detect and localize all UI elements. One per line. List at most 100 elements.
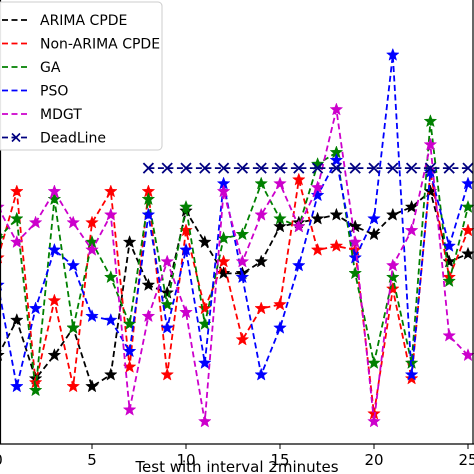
data-point-marker (66, 320, 81, 334)
data-point-marker (423, 164, 438, 178)
x-tick-label: 10 (176, 451, 195, 469)
data-point-marker (310, 188, 325, 202)
data-point-marker (329, 102, 344, 116)
data-point-marker (197, 414, 212, 428)
data-point-marker (273, 176, 287, 190)
data-point-marker (291, 219, 306, 233)
data-point-marker (348, 219, 363, 233)
data-point-marker (404, 367, 419, 381)
series-line (0, 171, 469, 414)
data-point-marker (103, 207, 118, 221)
data-point-marker (122, 234, 137, 249)
data-point-marker (273, 320, 287, 334)
data-point-marker (85, 309, 99, 323)
data-point-marker (216, 184, 231, 198)
data-point-marker (47, 293, 62, 307)
data-point-marker (141, 207, 156, 221)
data-point-marker (349, 162, 361, 174)
data-point-marker (387, 162, 399, 174)
data-point-marker (85, 379, 99, 393)
data-point-marker (9, 211, 24, 225)
data-point-marker (442, 273, 457, 288)
data-point-marker (217, 162, 230, 174)
series-line (0, 121, 469, 391)
data-point-marker (85, 215, 99, 229)
data-point-marker (310, 242, 325, 256)
data-point-marker (9, 379, 24, 393)
legend: ARIMA CPDE Non-ARIMA CPDE GA PSO MDGT DeadLin… (0, 1, 163, 151)
series-layer (0, 47, 474, 428)
data-point-marker (103, 312, 118, 327)
data-point-marker (273, 219, 287, 233)
data-point-marker (291, 258, 306, 272)
series-line (0, 54, 469, 387)
data-point-marker (141, 309, 156, 323)
data-point-marker (367, 414, 381, 428)
legend-item: ARIMA CPDE (2, 13, 127, 29)
data-point-marker (180, 162, 192, 174)
data-point-marker (9, 312, 24, 327)
data-point-marker (160, 297, 175, 311)
data-point-marker (274, 162, 286, 174)
data-point-marker (311, 162, 324, 174)
data-point-marker (348, 234, 363, 249)
data-point-marker (47, 348, 62, 362)
data-point-marker (47, 242, 62, 256)
data-point-marker (385, 281, 400, 295)
series-ga (0, 114, 474, 397)
data-point-marker (66, 379, 81, 393)
data-point-marker (423, 114, 438, 128)
data-point-marker (103, 270, 118, 284)
legend-label: ARIMA CPDE (40, 13, 127, 29)
x-axis-title: Test with interval 2minutes (134, 458, 338, 474)
data-point-marker (47, 192, 62, 206)
data-point-marker (122, 402, 137, 416)
data-point-marker (103, 184, 118, 198)
data-point-marker (367, 227, 381, 241)
legend-item: MDGT (2, 107, 82, 123)
data-point-marker (197, 355, 212, 369)
data-point-marker (160, 254, 175, 268)
series-mdgt (0, 102, 474, 428)
data-point-marker (385, 207, 400, 221)
series-deadline (142, 162, 474, 174)
x-tick-label: 15 (270, 451, 289, 469)
data-point-marker (367, 211, 381, 225)
data-point-marker (404, 199, 419, 213)
data-point-marker (9, 184, 24, 198)
x-tick-label: 5 (87, 451, 97, 469)
data-point-marker (273, 297, 287, 311)
data-point-marker (404, 223, 419, 237)
data-point-marker (310, 211, 325, 225)
legend-marker (11, 132, 21, 143)
x-tick-label: 0 (0, 451, 3, 469)
legend-label: MDGT (40, 107, 82, 123)
data-point-marker (423, 137, 438, 151)
data-point-marker (254, 207, 269, 221)
data-point-marker (385, 270, 400, 284)
data-point-marker (348, 266, 363, 280)
data-point-marker (179, 242, 193, 256)
legend-label: GA (40, 60, 61, 76)
data-point-marker (103, 367, 118, 381)
data-point-marker (28, 215, 43, 229)
data-point-marker (199, 162, 211, 174)
data-point-marker (28, 383, 43, 397)
data-point-marker (236, 162, 249, 174)
legend-item: DeadLine (2, 131, 106, 147)
series-arima-cpde (0, 184, 474, 393)
data-point-marker (179, 199, 193, 213)
legend-item: Non-ARIMA CPDE (2, 37, 160, 53)
data-point-marker (28, 301, 43, 315)
data-point-marker (47, 184, 62, 198)
data-point-marker (329, 207, 344, 221)
data-point-marker (443, 162, 455, 174)
data-point-marker (254, 176, 269, 190)
data-point-marker (141, 277, 156, 291)
data-point-marker (255, 162, 267, 174)
legend-label: PSO (40, 84, 68, 100)
data-point-marker (254, 254, 269, 268)
data-point-marker (462, 162, 474, 174)
